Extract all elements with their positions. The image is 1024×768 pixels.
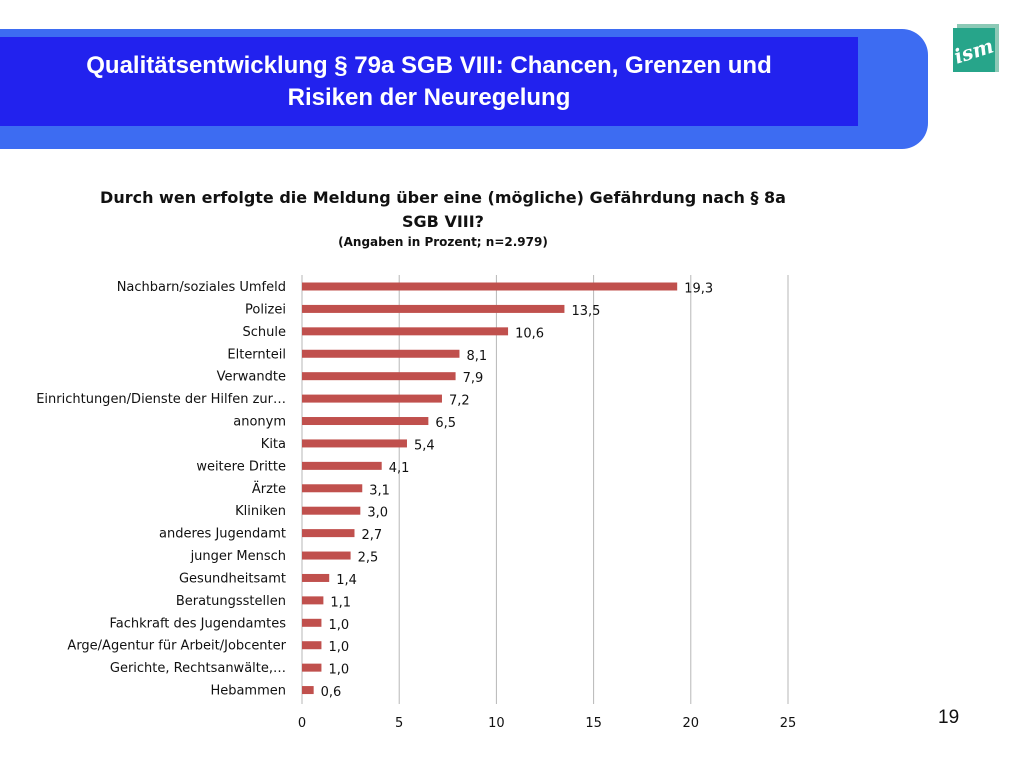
bar — [302, 327, 509, 336]
category-label: Fachkraft des Jugendamtes — [109, 616, 286, 631]
data-label: 7,9 — [463, 371, 484, 386]
x-tick-label: 15 — [585, 716, 602, 731]
bar — [302, 686, 314, 695]
chart-title: Durch wen erfolgte die Meldung über eine… — [0, 186, 886, 234]
bar — [302, 439, 407, 448]
data-label: 2,5 — [358, 551, 379, 566]
bar — [302, 484, 363, 493]
category-label: weitere Dritte — [196, 459, 286, 474]
ism-logo-icon: ism — [951, 24, 999, 72]
category-label: Beratungsstellen — [176, 594, 286, 609]
category-label: Hebammen — [210, 684, 286, 699]
bar — [302, 529, 355, 538]
data-label: 3,1 — [369, 483, 390, 498]
data-label: 4,1 — [389, 461, 410, 476]
category-label: Nachbarn/soziales Umfeld — [117, 280, 286, 295]
category-label: Einrichtungen/Dienste der Hilfen zur… — [36, 392, 286, 407]
bar — [302, 506, 361, 515]
bar — [302, 663, 322, 672]
category-label: Verwandte — [217, 370, 286, 385]
slide-title-line1: Qualitätsentwicklung § 79a SGB VIII: Cha… — [86, 51, 772, 79]
data-label: 1,0 — [328, 640, 349, 655]
bar — [302, 618, 322, 627]
category-label: Arge/Agentur für Arbeit/Jobcenter — [67, 639, 286, 654]
category-label: anderes Jugendamt — [159, 527, 286, 542]
data-label: 6,5 — [435, 416, 456, 431]
category-label: Schule — [243, 325, 287, 340]
data-label: 0,6 — [321, 685, 342, 700]
x-tick-label: 10 — [488, 716, 505, 731]
x-tick-label: 5 — [395, 716, 403, 731]
category-label: Kita — [261, 437, 286, 452]
data-label: 19,3 — [684, 282, 713, 297]
bar — [302, 461, 382, 470]
category-label: Polizei — [245, 302, 286, 317]
data-label: 1,0 — [328, 663, 349, 678]
category-label: Gesundheitsamt — [179, 571, 286, 586]
data-label: 7,2 — [449, 394, 470, 409]
category-label: Elternteil — [227, 347, 286, 362]
bar — [302, 304, 565, 313]
category-label: Gerichte, Rechtsanwälte,… — [110, 661, 286, 676]
x-tick-label: 20 — [683, 716, 700, 731]
x-tick-label: 25 — [780, 716, 797, 731]
chart-subtitle: (Angaben in Prozent; n=2.979) — [338, 235, 548, 249]
category-label: Kliniken — [235, 504, 286, 519]
bar — [302, 417, 429, 426]
bar — [302, 641, 322, 650]
data-label: 1,1 — [330, 595, 351, 610]
x-tick-label: 0 — [298, 716, 306, 731]
bar — [302, 596, 324, 605]
data-label: 3,0 — [367, 506, 388, 521]
bar — [302, 551, 351, 560]
category-label: anonym — [233, 415, 286, 430]
data-label: 1,4 — [336, 573, 357, 588]
category-label: Ärzte — [252, 481, 286, 497]
bar — [302, 372, 456, 381]
data-label: 2,7 — [361, 528, 382, 543]
bar — [302, 573, 330, 582]
data-label: 13,5 — [571, 304, 600, 319]
data-label: 10,6 — [515, 326, 544, 341]
chart-title-line1: Durch wen erfolgte die Meldung über eine… — [100, 188, 786, 207]
bar — [302, 394, 442, 403]
bar — [302, 349, 460, 358]
chart-title-line2: SGB VIII? — [402, 212, 484, 231]
bar — [302, 282, 678, 291]
page-number: 19 — [938, 707, 960, 728]
data-label: 1,0 — [328, 618, 349, 633]
category-label: junger Mensch — [190, 549, 286, 564]
header-banner: Qualitätsentwicklung § 79a SGB VIII: Cha… — [0, 37, 858, 126]
data-label: 5,4 — [414, 438, 435, 453]
slide-title-line2: Risiken der Neuregelung — [287, 83, 571, 111]
data-label: 8,1 — [466, 349, 487, 364]
